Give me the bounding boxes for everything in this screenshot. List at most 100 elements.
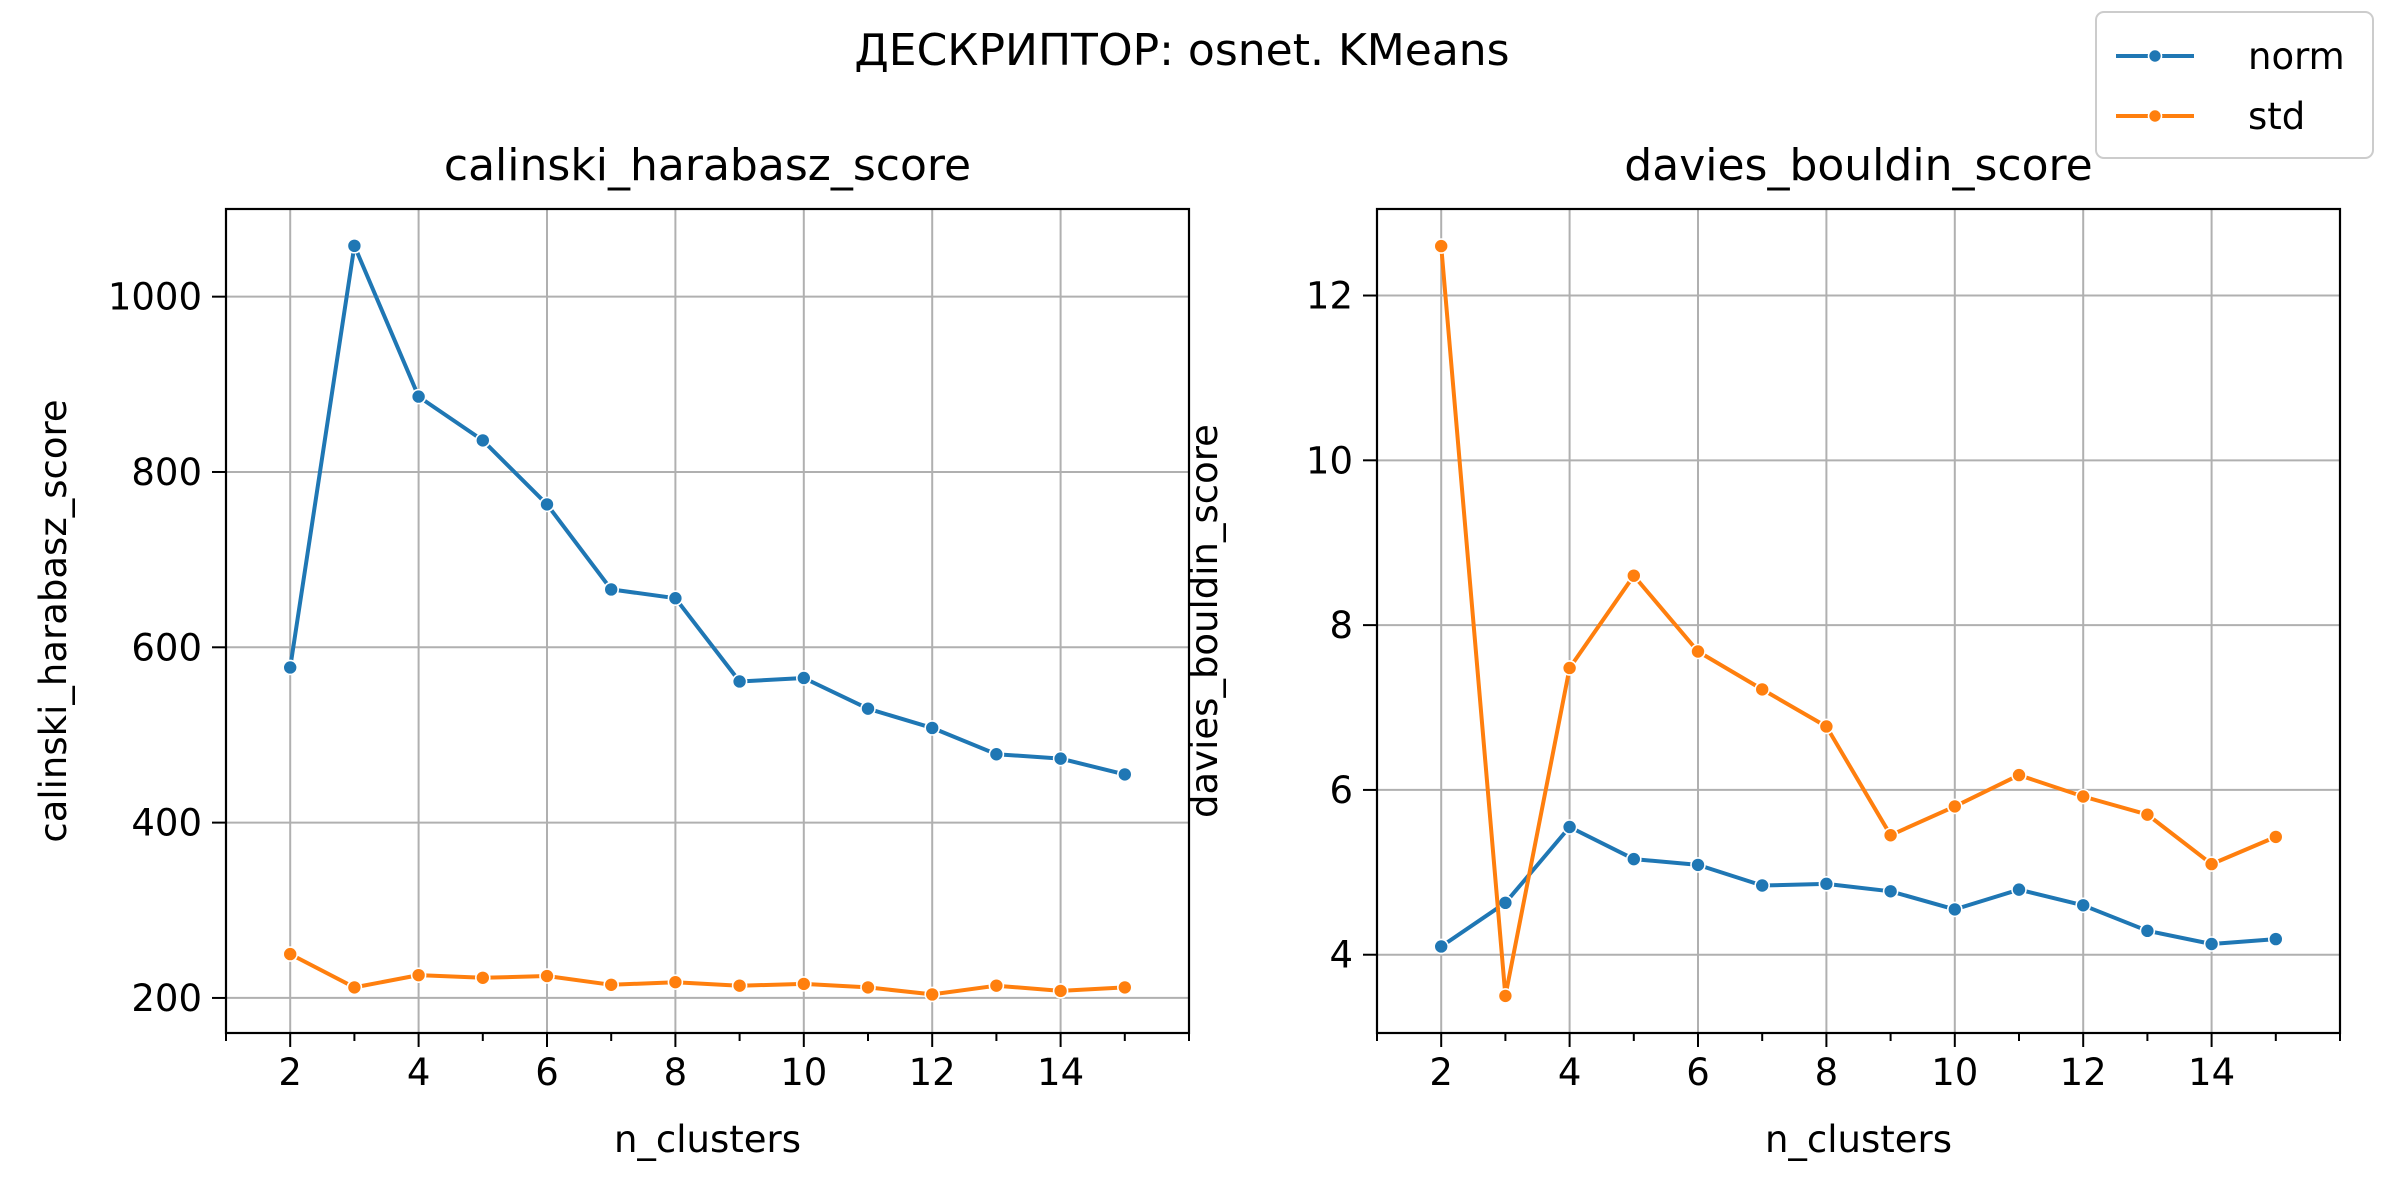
- chart1-point-norm: [1690, 857, 1706, 873]
- chart0-x-tick-label: 12: [909, 1051, 956, 1094]
- legend-marker-std: [2147, 108, 2163, 124]
- chart1-point-std: [2268, 829, 2284, 845]
- chart0-point-norm: [410, 388, 427, 405]
- chart1-x-tick-label: 10: [1931, 1051, 1978, 1094]
- chart1-point-norm: [1626, 851, 1642, 867]
- chart1-x-tick-label: 2: [1429, 1051, 1453, 1094]
- chart1-ylabel: davies_bouldin_score: [1183, 424, 1226, 818]
- chart0-point-norm: [988, 746, 1005, 763]
- chart1-point-std: [1561, 660, 1578, 676]
- chart1-point-std: [1433, 238, 1449, 254]
- chart1-point-norm: [2139, 923, 2156, 939]
- chart0-title: calinski_harabasz_score: [444, 140, 971, 191]
- chart0-point-std: [860, 979, 876, 996]
- chart0-x-tick-label: 2: [278, 1051, 302, 1094]
- chart0-point-norm: [731, 673, 748, 690]
- chart0-y-tick-label: 1000: [108, 276, 202, 319]
- chart0-point-norm: [539, 496, 555, 513]
- chart0-point-norm: [282, 659, 299, 676]
- calinski-harabasz-plot: 2 4 6 8 10 12 14 200 400 600 800 1000 calinski_harab…: [32, 140, 1191, 1161]
- chart1-series-line-norm: [1439, 825, 2278, 949]
- chart0-point-std: [667, 974, 684, 990]
- legend-label-norm: norm: [2248, 35, 2345, 78]
- chart0-y-tick-label: 600: [131, 626, 202, 669]
- chart1-point-norm: [2011, 881, 2027, 898]
- chart1-point-norm: [1947, 901, 1963, 918]
- chart1-y-tick-label: 12: [1306, 275, 1353, 318]
- chart1-point-norm: [1818, 876, 1835, 892]
- chart1-y-tick-label: 8: [1329, 604, 1353, 647]
- chart0-point-norm: [1052, 750, 1069, 767]
- chart1-point-norm: [1497, 895, 1514, 911]
- chart1-title: davies_bouldin_score: [1624, 140, 2092, 191]
- chart0-point-norm: [603, 581, 620, 598]
- chart0-point-norm: [474, 432, 491, 449]
- chart0-ylabel: calinski_harabasz_score: [32, 399, 75, 842]
- chart1-point-std: [1690, 643, 1706, 660]
- chart0-point-std: [474, 969, 491, 986]
- chart1-y-tick-label: 10: [1306, 439, 1353, 482]
- legend-entry-norm: norm: [2116, 35, 2345, 78]
- chart1-point-std: [2075, 788, 2091, 805]
- chart1-x-tick-label: 14: [2188, 1051, 2235, 1094]
- chart0-x-tick-label: 10: [780, 1051, 827, 1094]
- chart0-point-std: [346, 979, 363, 996]
- chart0-series-line-norm: [288, 243, 1127, 777]
- chart1-point-norm: [2268, 931, 2284, 947]
- chart0-point-norm: [667, 590, 684, 607]
- chart0-point-norm: [795, 670, 812, 686]
- chart0-point-std: [1117, 979, 1133, 996]
- chart1-point-std: [1754, 681, 1770, 698]
- chart0-point-std: [410, 967, 427, 983]
- chart0-point-std: [988, 977, 1005, 994]
- legend: norm std: [2095, 11, 2374, 159]
- chart1-y-tick-label: 4: [1329, 934, 1353, 977]
- chart0-point-std: [795, 976, 812, 992]
- chart1-point-std: [1497, 988, 1514, 1004]
- legend-label-std: std: [2248, 95, 2305, 138]
- chart0-x-tick-label: 6: [535, 1051, 559, 1094]
- chart1-xlabel: n_clusters: [1765, 1118, 1952, 1161]
- chart1-point-std: [2203, 856, 2220, 872]
- chart1-point-norm: [1561, 819, 1578, 835]
- chart0-y-tick-label: 400: [131, 802, 202, 845]
- chart1-point-norm: [1433, 938, 1449, 955]
- chart1-point-norm: [1882, 883, 1899, 900]
- chart0-point-std: [1052, 983, 1069, 999]
- chart0-y-tick-label: 800: [131, 451, 202, 494]
- legend-frame: [2095, 11, 2374, 159]
- chart1-point-std: [1947, 798, 1963, 815]
- chart0-point-std: [924, 986, 941, 1003]
- chart0-x-tick-label: 8: [664, 1051, 688, 1094]
- chart0-point-std: [731, 977, 748, 994]
- chart0-y-tick-label: 200: [131, 977, 202, 1020]
- chart0-point-std: [282, 946, 299, 962]
- chart0-xlabel: n_clusters: [614, 1118, 801, 1161]
- chart0-point-norm: [860, 700, 876, 717]
- chart0-point-norm: [346, 238, 363, 254]
- chart1-axes-frame: [1375, 207, 2342, 1035]
- chart1-point-std: [1882, 827, 1899, 844]
- chart0-axes-frame: [224, 207, 1191, 1035]
- chart1-x-tick-label: 6: [1686, 1051, 1710, 1094]
- figure-suptitle: ДЕСКРИПТОР: osnet. KMeans: [854, 25, 1509, 76]
- chart1-point-std: [2011, 767, 2027, 783]
- chart1-y-tick-label: 6: [1329, 769, 1353, 812]
- chart0-x-tick-label: 4: [407, 1051, 431, 1094]
- chart1-point-std: [1626, 567, 1642, 584]
- chart0-point-norm: [1117, 766, 1133, 783]
- chart1-x-tick-label: 4: [1558, 1051, 1582, 1094]
- chart1-series-line-std: [1439, 244, 2278, 998]
- chart0-series-line-std: [288, 952, 1127, 997]
- chart0-point-std: [539, 968, 555, 984]
- davies-bouldin-plot: 2 4 6 8 10 12 14 4 6 8 10 12 davies_bouldin_score n_c…: [1183, 140, 2342, 1161]
- chart1-x-tick-label: 12: [2060, 1051, 2107, 1094]
- chart1-point-std: [1818, 718, 1835, 735]
- chart1-point-std: [2139, 806, 2156, 823]
- legend-marker-norm: [2147, 48, 2163, 64]
- chart1-point-norm: [1754, 877, 1770, 894]
- chart1-point-norm: [2075, 897, 2091, 914]
- legend-entry-std: std: [2116, 95, 2305, 138]
- chart1-point-norm: [2203, 936, 2220, 952]
